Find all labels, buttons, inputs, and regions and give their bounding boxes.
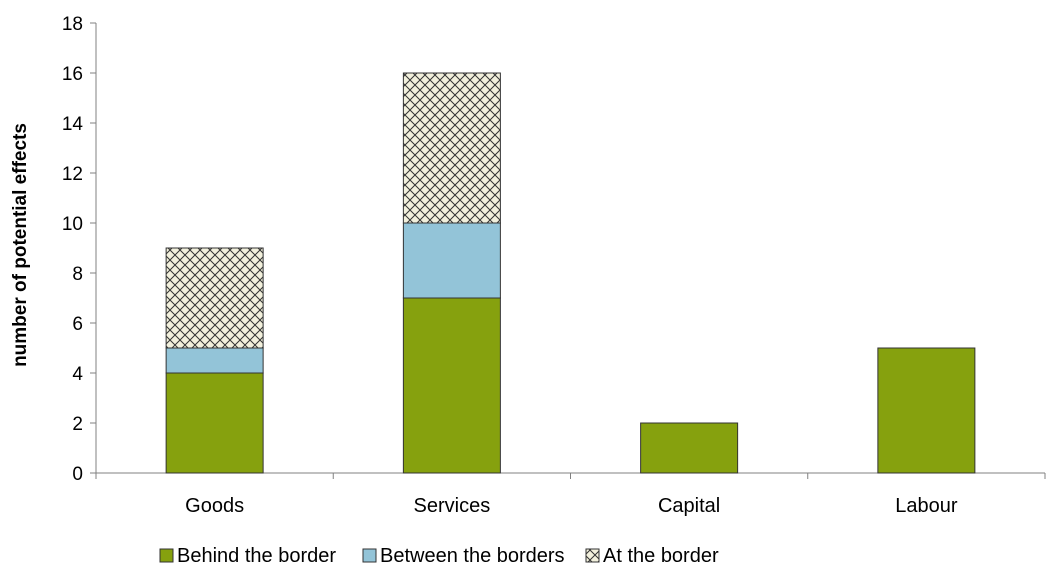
y-tick-label: 6: [72, 314, 83, 335]
y-tick-label: 14: [62, 114, 84, 135]
x-tick-label: Services: [414, 495, 491, 517]
x-tick-label: Capital: [658, 495, 720, 517]
y-tick-label: 8: [72, 264, 83, 285]
legend-label: Behind the border: [177, 545, 336, 567]
bar-segment: [402, 72, 501, 224]
legend-item: At the border: [585, 545, 719, 567]
bar-segment: [165, 347, 264, 374]
y-tick-label: 4: [72, 364, 83, 385]
bars: [165, 72, 976, 474]
x-axis-labels: Goods Services Capital Labour: [185, 495, 958, 517]
legend-item: Between the borders: [362, 545, 565, 567]
y-tick-label: 18: [62, 14, 83, 35]
y-tick-label: 0: [72, 464, 83, 485]
legend-label: Between the borders: [380, 545, 565, 567]
x-tick-label: Labour: [895, 495, 958, 517]
legend-swatch: [585, 548, 600, 563]
bar-segment: [402, 222, 501, 299]
bar-segment: [165, 372, 264, 474]
bar-segment: [165, 247, 264, 349]
y-tick-label: 10: [62, 214, 83, 235]
y-axis-label: number of potential effects: [10, 123, 31, 367]
y-tick-label: 16: [62, 64, 83, 85]
legend: Behind the border Between the borders At t…: [159, 545, 719, 567]
y-tick-label: 2: [72, 414, 83, 435]
bar-segment: [877, 347, 976, 474]
legend-item: Behind the border: [159, 545, 336, 567]
legend-label: At the border: [603, 545, 719, 567]
y-tick-label: 12: [62, 164, 83, 185]
legend-swatch: [362, 548, 377, 563]
legend-swatch: [159, 548, 174, 563]
bar-segment: [402, 297, 501, 474]
x-tick-label: Goods: [185, 495, 244, 517]
bar-segment: [640, 422, 739, 474]
